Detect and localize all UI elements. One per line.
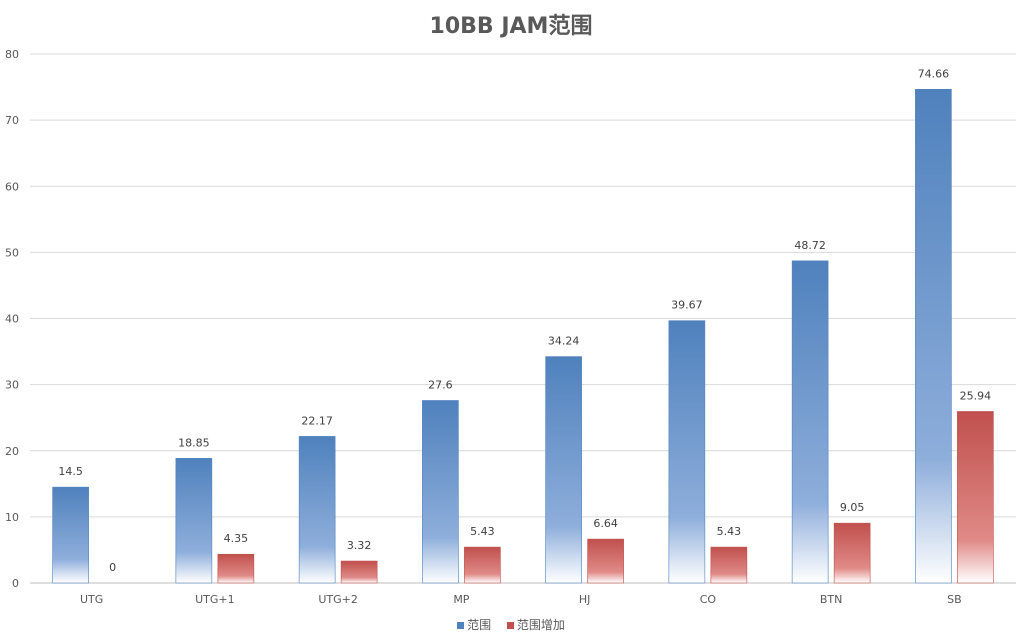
legend-label-series-1: 范围: [467, 618, 492, 632]
x-tick-label: UTG+1: [195, 593, 235, 606]
data-label-series-2: 9.05: [840, 501, 865, 514]
plot-area: 0 10 20 30 40 50 60 70 80 UTG 14.5 0 UTG+1 18.85 4.35 U…: [5, 48, 1016, 606]
data-label-series-1: 39.67: [671, 299, 703, 312]
data-label-series-1: 34.24: [548, 335, 580, 348]
legend: 范围 范围增加: [0, 616, 1022, 633]
data-label-series-1: 18.85: [178, 436, 210, 449]
bar-series-2: [957, 411, 994, 584]
x-tick-label: UTG+2: [318, 593, 358, 606]
bar-series-1: [52, 486, 89, 584]
data-label-series-1: 14.5: [58, 465, 83, 478]
bar-series-1: [791, 260, 829, 584]
data-label-series-2: 3.32: [347, 539, 372, 552]
bar-series-1: [545, 356, 582, 584]
legend-item-series-2: 范围增加: [506, 616, 565, 633]
y-tick-label: 50: [5, 246, 19, 259]
chart-title: 10BB JAM范围: [429, 14, 593, 39]
legend-item-series-1: 范围: [457, 616, 491, 633]
data-label-series-2: 6.64: [593, 517, 618, 530]
x-tick-label: SB: [947, 593, 962, 606]
x-tick-label: UTG: [80, 593, 103, 606]
data-label-series-1: 27.6: [428, 378, 453, 391]
bar-series-2: [340, 560, 378, 584]
data-label-series-2: 4.35: [224, 532, 249, 545]
y-tick-label: 0: [12, 577, 19, 590]
y-tick-label: 10: [5, 511, 19, 524]
y-tick-label: 70: [5, 114, 19, 127]
bar-series-2: [587, 538, 624, 584]
bar-series-1: [668, 320, 706, 584]
legend-swatch-series-1: [457, 622, 465, 629]
bar-series-1: [422, 400, 459, 584]
bar-series-2: [217, 553, 255, 584]
y-tick-label: 80: [5, 48, 19, 61]
data-label-series-1: 48.72: [794, 239, 826, 252]
x-tick-label: HJ: [579, 593, 591, 606]
bar-series-2: [833, 522, 871, 584]
y-tick-label: 60: [5, 180, 19, 193]
x-tick-label: BTN: [820, 593, 843, 606]
data-label-series-1: 74.66: [918, 67, 950, 80]
legend-swatch-series-2: [506, 622, 514, 629]
data-label-series-2: 25.94: [960, 389, 992, 402]
y-tick-label: 40: [5, 313, 19, 326]
x-tick-label: CO: [700, 593, 717, 606]
y-tick-label: 20: [5, 445, 19, 458]
data-label-series-2: 5.43: [717, 525, 742, 538]
bar-series-1: [298, 436, 336, 584]
legend-label-series-2: 范围增加: [516, 618, 565, 632]
data-label-series-1: 22.17: [301, 414, 333, 427]
bar-series-2: [710, 546, 748, 584]
data-label-series-2: 0: [109, 561, 116, 574]
y-tick-label: 30: [5, 379, 19, 392]
bar-series-1: [915, 89, 952, 584]
data-label-series-2: 5.43: [470, 525, 495, 538]
x-tick-label: MP: [453, 593, 469, 606]
bar-series-1: [175, 458, 213, 584]
bar-series-2: [464, 546, 501, 584]
